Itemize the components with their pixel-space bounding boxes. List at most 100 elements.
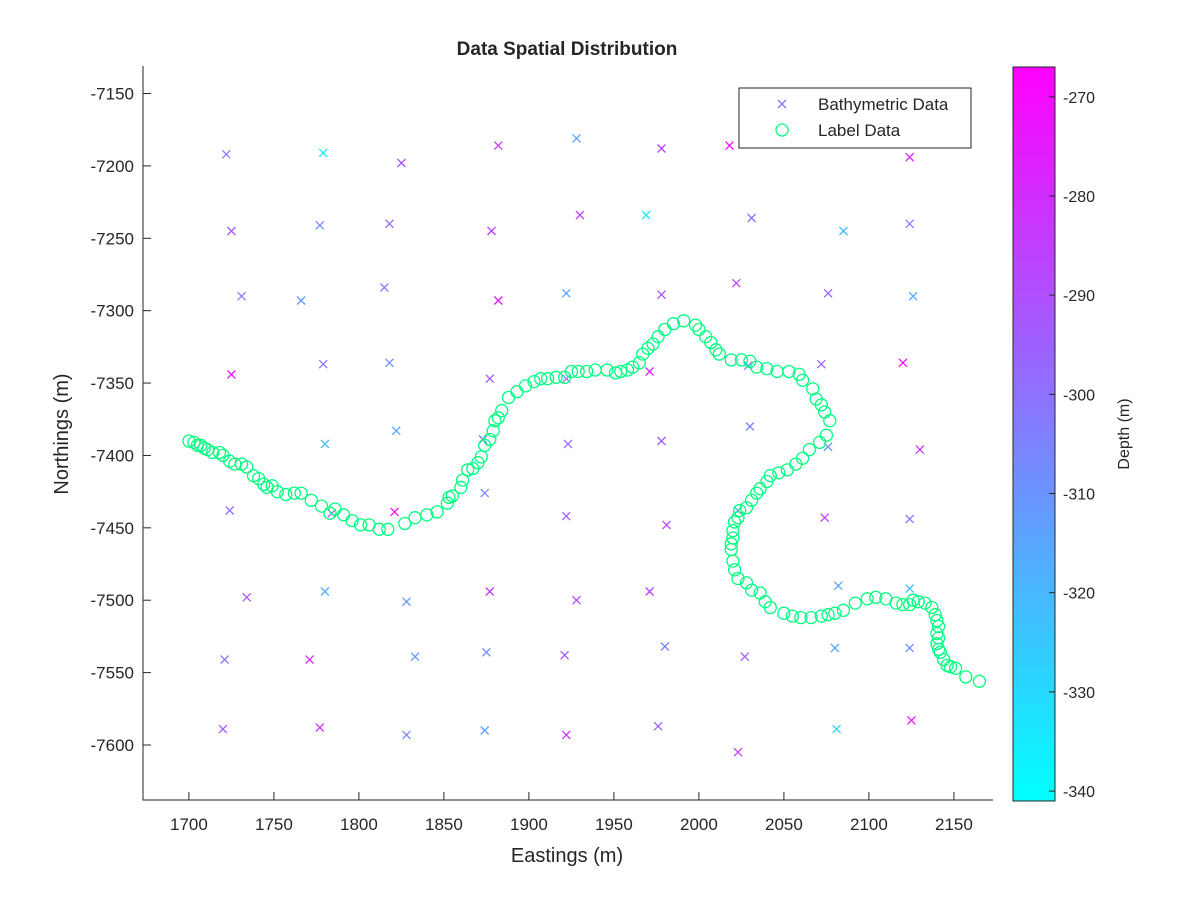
label-point bbox=[430, 505, 444, 519]
label-point bbox=[819, 428, 834, 442]
label-point bbox=[658, 322, 672, 337]
label-point bbox=[750, 486, 764, 500]
bathymetric-point bbox=[220, 655, 230, 665]
bathymetric-point bbox=[561, 730, 571, 740]
bathymetric-point bbox=[487, 226, 496, 236]
label-point bbox=[564, 364, 579, 379]
bathymetric-point bbox=[740, 652, 750, 662]
bathymetric-point bbox=[898, 358, 908, 368]
label-point bbox=[930, 636, 944, 651]
bathymetric-point bbox=[226, 369, 236, 379]
label-point bbox=[821, 608, 835, 622]
label-point bbox=[869, 590, 883, 604]
label-point bbox=[588, 363, 602, 377]
bathymetric-point bbox=[402, 730, 411, 740]
label-point bbox=[836, 603, 851, 617]
label-point bbox=[802, 442, 817, 457]
label-points bbox=[182, 314, 987, 688]
colorbar: -270 -280 -290 -300 -310 -320 -330 -340 Depth (… bbox=[1012, 66, 1133, 802]
label-point bbox=[760, 361, 774, 376]
bathymetric-point bbox=[731, 278, 741, 288]
bathymetric-point bbox=[830, 643, 840, 653]
label-point bbox=[571, 364, 585, 379]
bathymetric-point bbox=[905, 643, 915, 653]
label-point bbox=[795, 373, 810, 387]
bathymetric-point bbox=[905, 584, 915, 594]
bathymetric-point bbox=[660, 642, 670, 651]
label-point bbox=[381, 522, 395, 536]
bathymetric-point bbox=[575, 210, 585, 220]
bathymetric-point bbox=[315, 723, 325, 733]
bathymetric-point bbox=[915, 445, 925, 455]
label-point bbox=[440, 496, 454, 510]
bathymetric-point bbox=[641, 210, 651, 220]
x-tick-label: 2000 bbox=[680, 815, 718, 834]
label-point bbox=[823, 414, 837, 428]
label-point bbox=[860, 592, 874, 606]
colorbar-tick-label: -270 bbox=[1063, 90, 1095, 107]
y-tick-label: -7450 bbox=[91, 519, 134, 538]
bathymetric-point bbox=[561, 511, 571, 521]
bathymetric-point bbox=[480, 488, 490, 498]
bathymetric-point bbox=[315, 220, 325, 230]
label-point bbox=[814, 398, 828, 412]
bathymetric-point bbox=[906, 715, 916, 725]
bathymetric-point bbox=[823, 288, 833, 298]
label-point bbox=[646, 337, 660, 351]
legend-marker-x bbox=[777, 99, 787, 109]
label-point bbox=[727, 563, 742, 577]
label-point bbox=[491, 411, 505, 425]
label-point bbox=[903, 597, 917, 612]
label-point bbox=[780, 463, 794, 477]
bathymetric-point bbox=[657, 144, 666, 153]
label-point bbox=[510, 385, 524, 399]
label-point bbox=[744, 583, 759, 597]
label-point bbox=[534, 372, 548, 386]
x-tick-label: 2150 bbox=[935, 815, 973, 834]
label-point bbox=[408, 511, 422, 525]
bathymetric-point bbox=[480, 726, 490, 735]
bathymetric-point bbox=[725, 141, 734, 151]
label-point bbox=[712, 347, 726, 361]
bathymetric-point bbox=[905, 219, 915, 229]
label-point bbox=[943, 660, 958, 674]
label-point bbox=[692, 322, 706, 337]
bathymetric-points bbox=[218, 133, 925, 757]
label-point bbox=[420, 508, 434, 522]
label-point bbox=[651, 330, 665, 344]
bathymetric-point bbox=[645, 587, 655, 596]
label-point bbox=[733, 503, 747, 518]
bathymetric-point bbox=[226, 226, 236, 236]
label-point bbox=[240, 460, 254, 474]
label-point bbox=[486, 424, 500, 438]
label-point bbox=[760, 474, 774, 489]
label-point bbox=[488, 414, 502, 428]
y-tick-label: -7600 bbox=[91, 736, 134, 755]
label-point bbox=[257, 477, 271, 492]
y-tick-label: -7400 bbox=[91, 446, 134, 465]
bathymetric-point bbox=[563, 439, 573, 449]
bathymetric-point bbox=[833, 581, 843, 591]
label-point bbox=[212, 445, 227, 460]
label-point bbox=[353, 518, 368, 532]
label-point bbox=[772, 466, 786, 480]
x-tick-label: 1950 bbox=[595, 815, 633, 834]
label-point bbox=[314, 499, 329, 513]
bathymetric-point bbox=[225, 506, 235, 515]
label-point bbox=[726, 524, 740, 538]
legend-box bbox=[738, 87, 972, 149]
x-tick-label: 1700 bbox=[170, 815, 208, 834]
label-point bbox=[279, 487, 293, 502]
bathymetric-point bbox=[237, 291, 247, 301]
label-point bbox=[782, 364, 796, 379]
label-point bbox=[734, 353, 749, 367]
bathymetric-point bbox=[820, 513, 830, 523]
colorbar-ticks: -270 -280 -290 -300 -310 -320 -330 -340 bbox=[1049, 90, 1095, 801]
bathymetric-point bbox=[561, 288, 571, 298]
bathymetric-point bbox=[318, 148, 328, 158]
label-point bbox=[828, 606, 842, 620]
label-point bbox=[848, 596, 862, 610]
y-tick-label: -7300 bbox=[91, 302, 134, 321]
label-point bbox=[753, 586, 767, 600]
y-tick-label: -7350 bbox=[91, 374, 134, 393]
